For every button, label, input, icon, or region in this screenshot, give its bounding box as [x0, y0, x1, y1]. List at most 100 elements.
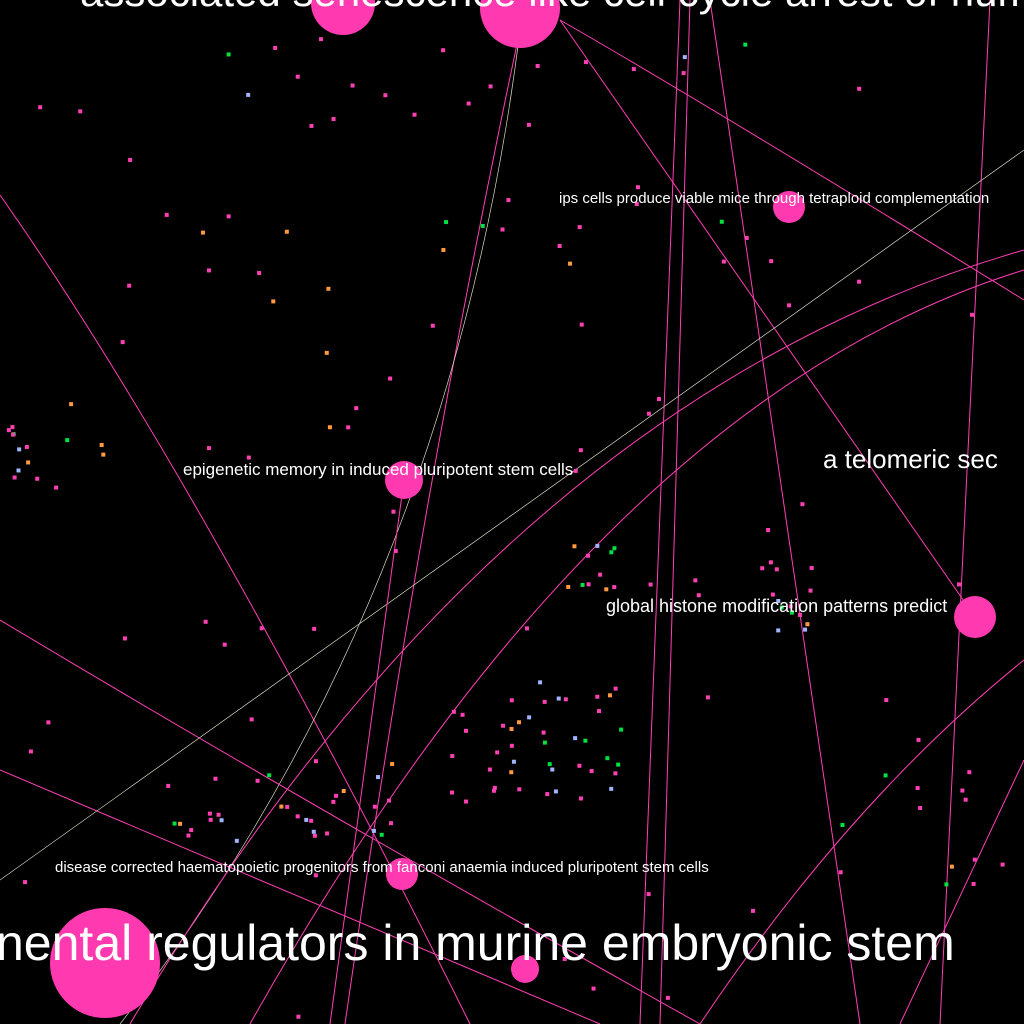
minor-node	[545, 792, 550, 797]
minor-node	[682, 55, 687, 60]
minor-node	[350, 83, 355, 88]
minor-node	[573, 468, 578, 473]
minor-node	[776, 628, 781, 633]
minor-node	[619, 727, 624, 732]
minor-node	[566, 584, 571, 589]
minor-node	[916, 737, 921, 742]
minor-node	[960, 788, 965, 793]
minor-node	[354, 406, 359, 411]
minor-node	[487, 767, 492, 772]
minor-node	[770, 592, 775, 597]
minor-node	[488, 84, 493, 89]
minor-node	[789, 610, 794, 615]
minor-node	[35, 476, 40, 481]
minor-node	[768, 560, 773, 565]
minor-node	[803, 627, 808, 632]
node	[511, 955, 539, 983]
minor-node	[589, 769, 594, 774]
minor-node	[719, 219, 724, 224]
minor-node	[46, 720, 51, 725]
minor-node	[318, 37, 323, 42]
minor-node	[460, 712, 465, 717]
minor-node	[613, 686, 618, 691]
minor-node	[189, 828, 194, 833]
minor-node	[388, 376, 393, 381]
minor-node	[226, 214, 231, 219]
minor-node	[604, 587, 609, 592]
minor-node	[556, 696, 561, 701]
minor-node	[572, 544, 577, 549]
minor-node	[509, 770, 514, 775]
minor-node	[371, 828, 376, 833]
edge	[559, 19, 976, 618]
node	[480, 0, 560, 48]
minor-node	[122, 636, 127, 641]
minor-node	[313, 873, 318, 878]
minor-node	[788, 604, 793, 609]
minor-node	[538, 680, 543, 685]
minor-node	[506, 198, 511, 203]
minor-node	[441, 247, 446, 252]
minor-node	[857, 86, 862, 91]
minor-node	[54, 485, 59, 490]
minor-node	[577, 225, 582, 230]
minor-node	[957, 582, 962, 587]
minor-node	[271, 299, 276, 304]
minor-node	[787, 303, 792, 308]
minor-node	[120, 340, 125, 345]
minor-node	[69, 402, 74, 407]
minor-node	[526, 122, 531, 127]
minor-node	[577, 763, 582, 768]
minor-node	[776, 598, 781, 603]
edge	[0, 769, 601, 1024]
minor-node	[12, 475, 17, 480]
minor-node	[616, 762, 621, 767]
minor-node	[24, 444, 29, 449]
edge	[329, 479, 405, 1024]
minor-node	[609, 550, 614, 555]
edge	[709, 0, 861, 1024]
minor-node	[312, 833, 317, 838]
minor-node	[444, 220, 449, 225]
labels: associated senescence like cell cycle ar…	[0, 0, 1024, 971]
minor-node	[372, 804, 377, 809]
minor-node	[26, 460, 31, 465]
minor-node	[597, 709, 602, 714]
minor-node	[255, 778, 260, 783]
minor-node	[309, 818, 314, 823]
minor-node	[509, 698, 514, 703]
minor-node	[751, 908, 756, 913]
minor-node	[430, 323, 435, 328]
node	[385, 461, 423, 499]
minor-node	[553, 789, 558, 794]
minor-node	[101, 452, 106, 457]
node-label: a telomeric sec	[823, 444, 998, 474]
minor-node	[325, 831, 330, 836]
minor-node	[10, 425, 15, 430]
minor-node	[164, 212, 169, 217]
minor-node	[219, 818, 224, 823]
edge	[344, 29, 521, 1024]
minor-node	[535, 63, 540, 68]
minor-node	[579, 322, 584, 327]
minor-node	[563, 697, 568, 702]
minor-node	[646, 411, 651, 416]
minor-node	[578, 796, 583, 801]
node	[954, 596, 996, 638]
minor-node	[464, 799, 469, 804]
minor-node	[28, 749, 33, 754]
minor-node	[766, 527, 771, 532]
minor-node	[16, 468, 21, 473]
minor-node	[166, 783, 171, 788]
minor-node	[918, 805, 923, 810]
node	[386, 858, 418, 890]
node-label: epigenetic memory in induced pluripotent…	[183, 460, 573, 479]
edge	[0, 619, 701, 1024]
minor-node	[331, 799, 336, 804]
minor-node	[376, 775, 381, 780]
hub-nodes	[50, 0, 996, 1018]
minor-node	[492, 785, 497, 790]
minor-node	[78, 109, 83, 114]
minor-node	[65, 438, 70, 443]
